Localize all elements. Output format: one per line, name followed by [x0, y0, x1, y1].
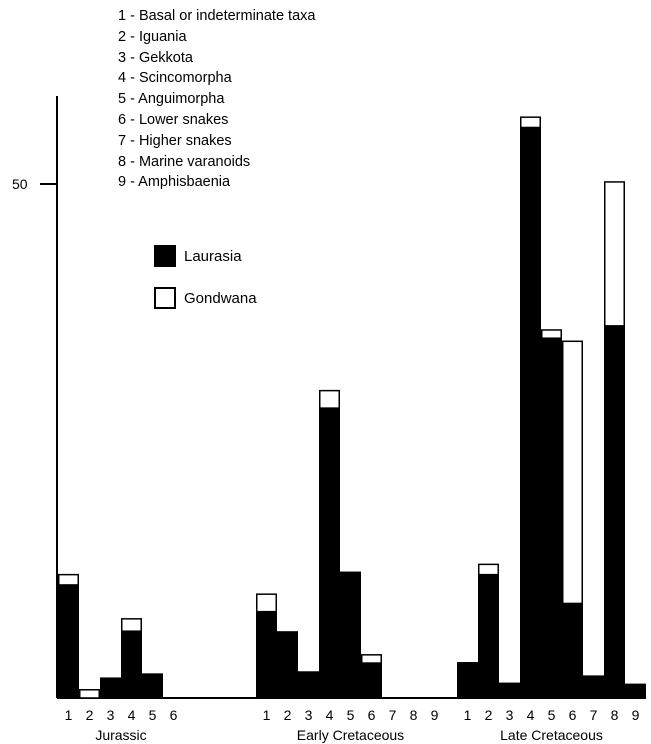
- x-tick-label-late-cretaceous-7: 7: [590, 707, 598, 723]
- bar-late-cretaceous-6-gondwana: [562, 340, 583, 605]
- bar-early-cretaceous-6-gondwana: [361, 654, 382, 664]
- x-tick-label-jurassic-1: 1: [65, 707, 73, 723]
- annotation-6: 6 - Lower snakes: [118, 111, 229, 128]
- bar-late-cretaceous-4-gondwana: [520, 116, 541, 129]
- annotation-4: 4 - Scincomorpha: [118, 70, 232, 87]
- annotation-7: 7 - Higher snakes: [118, 132, 232, 149]
- legend: Laurasia Gondwana: [154, 241, 257, 325]
- group-label-jurassic: Jurassic: [95, 727, 146, 743]
- x-tick-label-late-cretaceous-5: 5: [548, 707, 556, 723]
- bar-late-cretaceous-5-gondwana: [541, 329, 562, 339]
- bar-late-cretaceous-2-laurasia: [478, 574, 499, 698]
- x-tick-label-early-cretaceous-4: 4: [326, 707, 334, 723]
- annotation-8: 8 - Marine varanoids: [118, 153, 251, 170]
- x-tick-label-late-cretaceous-6: 6: [569, 707, 577, 723]
- bar-late-cretaceous-7-laurasia: [583, 675, 604, 698]
- bar-late-cretaceous-6-laurasia: [562, 603, 583, 698]
- x-tick-label-early-cretaceous-9: 9: [431, 707, 439, 723]
- y-tick-label-50: 50: [12, 176, 28, 192]
- bar-early-cretaceous-1-gondwana: [256, 593, 277, 613]
- bar-jurassic-1-gondwana: [58, 573, 79, 586]
- bar-early-cretaceous-2-laurasia: [277, 631, 298, 698]
- bar-jurassic-3-laurasia: [100, 677, 121, 698]
- group-label-early-cretaceous: Early Cretaceous: [297, 727, 404, 743]
- bar-late-cretaceous-5-laurasia: [541, 338, 562, 698]
- bar-jurassic-4-laurasia: [121, 631, 142, 698]
- x-tick-label-late-cretaceous-1: 1: [464, 707, 472, 723]
- bar-late-cretaceous-9-laurasia: [625, 683, 646, 698]
- x-tick-label-early-cretaceous-5: 5: [347, 707, 355, 723]
- x-tick-label-late-cretaceous-2: 2: [485, 707, 493, 723]
- legend-item-gondwana: Gondwana: [154, 283, 257, 313]
- x-tick-label-jurassic-2: 2: [86, 707, 94, 723]
- x-tick-label-early-cretaceous-7: 7: [389, 707, 397, 723]
- bar-jurassic-1-laurasia: [58, 584, 79, 698]
- bar-early-cretaceous-5-laurasia: [340, 571, 361, 698]
- legend-label-gondwana: Gondwana: [184, 289, 257, 307]
- bar-jurassic-5-laurasia: [142, 673, 163, 698]
- bar-late-cretaceous-8-gondwana: [604, 181, 625, 327]
- x-tick-label-jurassic-6: 6: [170, 707, 178, 723]
- x-tick-label-late-cretaceous-3: 3: [506, 707, 514, 723]
- legend-swatch-laurasia: [154, 245, 176, 267]
- legend-label-laurasia: Laurasia: [184, 247, 242, 265]
- x-tick-label-early-cretaceous-8: 8: [410, 707, 418, 723]
- x-tick-label-jurassic-3: 3: [107, 707, 115, 723]
- x-tick-label-early-cretaceous-1: 1: [263, 707, 271, 723]
- bar-late-cretaceous-2-gondwana: [478, 563, 499, 576]
- bar-early-cretaceous-4-gondwana: [319, 389, 340, 409]
- legend-swatch-gondwana: [154, 287, 176, 309]
- bar-early-cretaceous-4-laurasia: [319, 408, 340, 698]
- annotation-9: 9 - Amphisbaenia: [118, 174, 231, 191]
- taxa-annotation-list: 1 - Basal or indeterminate taxa 2 - Igua…: [118, 6, 315, 193]
- bar-jurassic-4-gondwana: [121, 618, 142, 632]
- bar-early-cretaceous-6-laurasia: [361, 663, 382, 698]
- bar-jurassic-2-gondwana: [79, 689, 100, 699]
- x-tick-label-late-cretaceous-8: 8: [611, 707, 619, 723]
- annotation-1: 1 - Basal or indeterminate taxa: [118, 8, 316, 24]
- annotation-3: 3 - Gekkota: [118, 49, 193, 66]
- bar-late-cretaceous-1-laurasia: [457, 662, 478, 698]
- x-tick-label-early-cretaceous-3: 3: [305, 707, 313, 723]
- x-tick-label-early-cretaceous-2: 2: [284, 707, 292, 723]
- x-tick-label-early-cretaceous-6: 6: [368, 707, 376, 723]
- x-tick-label-jurassic-5: 5: [149, 707, 157, 723]
- annotation-2: 2 - Iguania: [118, 28, 187, 45]
- x-tick-label-late-cretaceous-9: 9: [632, 707, 640, 723]
- bar-late-cretaceous-3-laurasia: [499, 682, 520, 698]
- bar-early-cretaceous-1-laurasia: [256, 611, 277, 698]
- group-label-late-cretaceous: Late Cretaceous: [500, 727, 603, 743]
- annotation-5: 5 - Anguimorpha: [118, 91, 225, 108]
- x-tick-label-late-cretaceous-4: 4: [527, 707, 535, 723]
- bar-late-cretaceous-8-laurasia: [604, 325, 625, 698]
- bar-early-cretaceous-3-laurasia: [298, 671, 319, 698]
- x-tick-label-jurassic-4: 4: [128, 707, 136, 723]
- bar-late-cretaceous-4-laurasia: [520, 127, 541, 698]
- legend-item-laurasia: Laurasia: [154, 241, 257, 271]
